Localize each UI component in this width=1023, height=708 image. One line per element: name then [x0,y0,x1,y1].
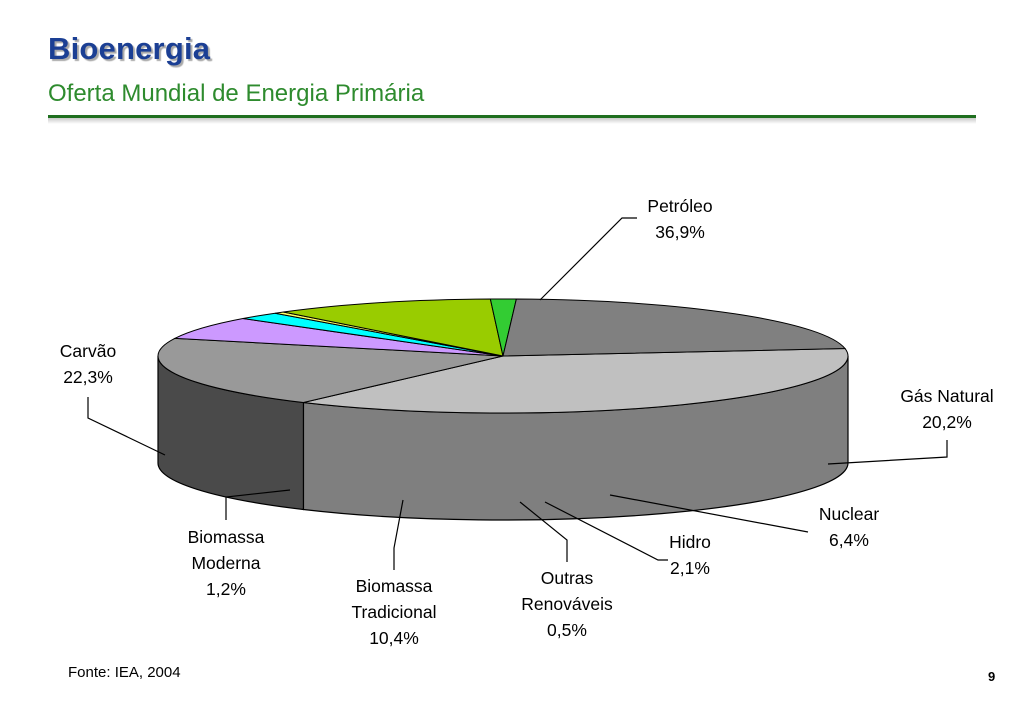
title-divider-shadow [48,118,976,124]
title-divider [48,115,976,118]
page-number: 9 [988,669,996,684]
pie-slice-petroleo [303,348,849,414]
leader-line-hidro [544,501,668,561]
leader-line-outras-renovaveis [519,501,568,562]
data-label-biomassa-tradicional-line-2: Tradicional [352,602,437,622]
slide-subtitle: Oferta Mundial de Energia Primária [48,80,425,107]
data-label-biomassa-tradicional-line-3: 10,4% [369,628,419,648]
data-labels-group: Petróleo 36,9% Gás Natural 20,2% Nuclear 6,4%… [60,196,994,648]
pie-slice-nuclear [173,318,504,357]
data-label-biomassa-moderna-line-2: Moderna [191,553,260,573]
data-label-gas-natural-line-2: 20,2% [922,412,972,432]
data-label-biomassa-moderna-line-1: Biomassa [188,527,265,547]
data-label-biomassa-tradicional-line-1: Biomassa [356,576,433,596]
data-label-gas-natural-line-1: Gás Natural [900,386,993,406]
data-label-nuclear-line-2: 6,4% [829,530,869,550]
slide-title: Bioenergia [48,31,211,66]
data-label-hidro-line-1: Hidro [669,532,711,552]
data-label-carvao-line-2: 22,3% [63,367,113,387]
leader-line-petroleo [539,217,637,301]
data-label-nuclear-line-1: Nuclear [819,504,879,524]
data-label-petroleo-line-2: 36,9% [655,222,705,242]
data-label-outras-renovaveis-line-1: Outras [541,568,594,588]
leader-line-carvao [87,397,166,456]
data-label-carvao-line-1: Carvão [60,341,116,361]
leader-line-biomassa-tradicional [393,499,404,570]
pie-slice-gas-natural [157,337,504,404]
data-label-outras-renovaveis-line-3: 0,5% [547,620,587,640]
leader-line-nuclear [609,494,809,533]
source-note: Fonte: IEA, 2004 [68,664,181,681]
pie-slice-carvao [502,298,847,357]
data-label-hidro-line-2: 2,1% [670,558,710,578]
data-label-outras-renovaveis-line-2: Renováveis [521,594,613,614]
leader-line-gas-natural [827,440,948,465]
data-label-petroleo-line-1: Petróleo [647,196,712,216]
pie-slice-biomassa-tradicional [283,298,504,357]
leader-lines-group [87,217,948,570]
pie-top-group [157,298,849,414]
data-label-biomassa-moderna-line-3: 1,2% [206,579,246,599]
leader-line-biomassa-moderna [225,489,291,520]
